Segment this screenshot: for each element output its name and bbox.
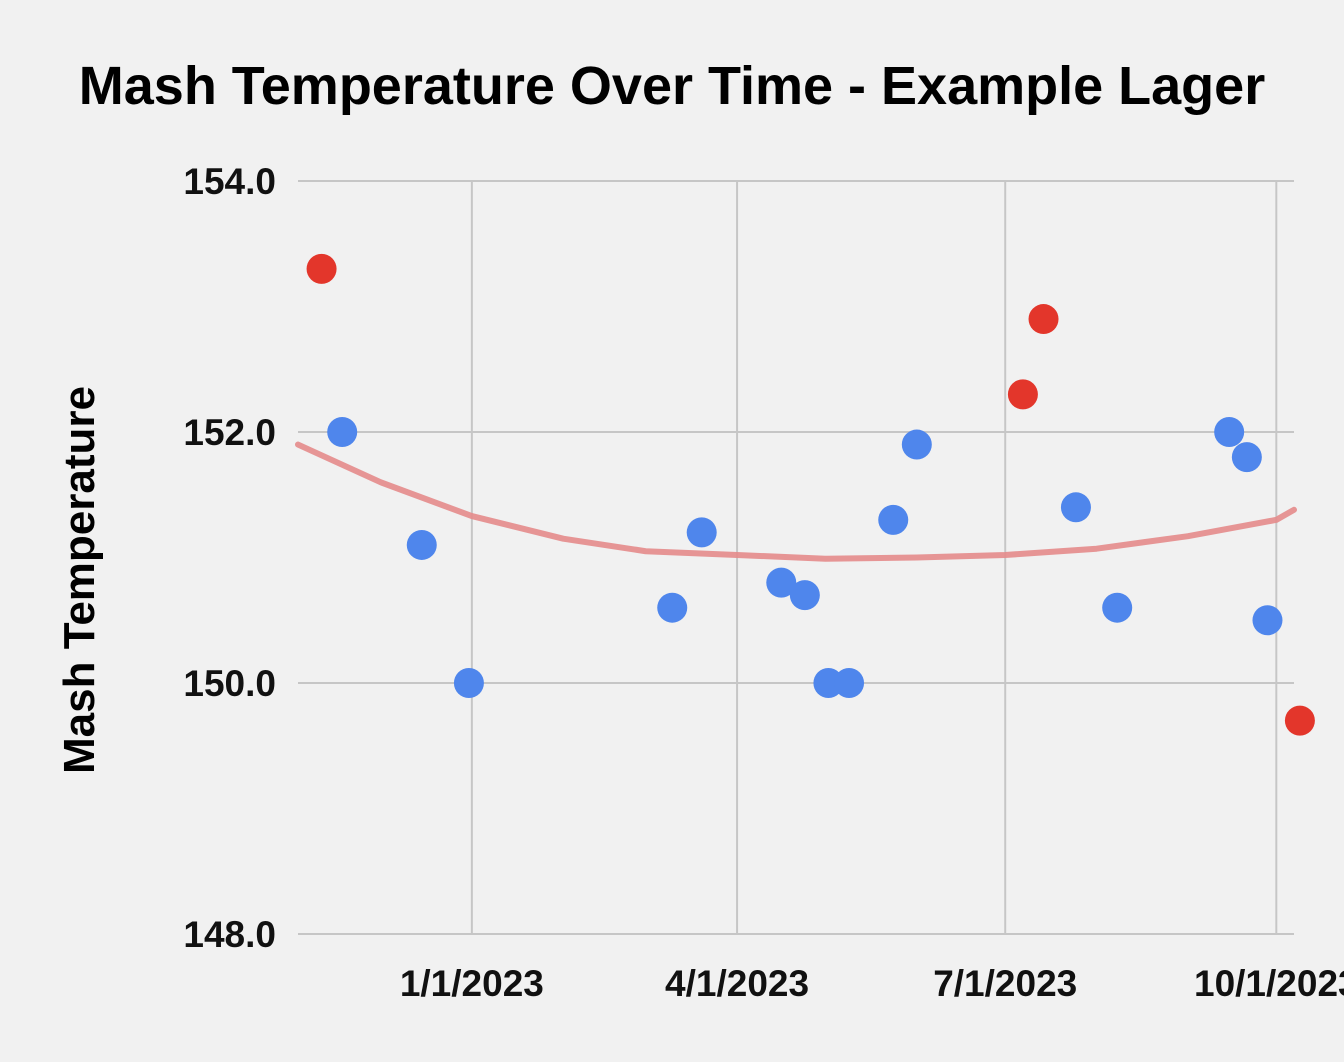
x-tick-label-3: 10/1/2023 [1194,963,1344,1004]
y-tick-label-3: 154.0 [183,161,276,202]
y-tick-label-0: 148.0 [183,914,276,955]
trendline-layer [295,441,1297,562]
data-point-17 [1231,442,1262,473]
data-point-2 [406,529,437,560]
y-axis-label: Mash Temperature [55,386,104,774]
data-point-5 [686,517,717,548]
data-point-18 [1252,605,1283,636]
outlier-point-0 [306,253,337,284]
data-point-11 [901,429,932,460]
data-point-9 [834,668,865,698]
outlier-point-12 [1007,379,1038,410]
data-point-16 [1214,417,1245,447]
data-points [306,253,1315,736]
outlier-point-19 [1284,705,1315,736]
x-tick-label-1: 4/1/2023 [665,963,809,1004]
data-point-1 [327,417,358,447]
chart-title: Mash Temperature Over Time - Example Lag… [79,56,1265,116]
data-point-4 [657,592,688,623]
data-point-6 [766,567,797,598]
data-point-10 [878,504,909,535]
trendline [295,441,1297,562]
x-tick-label-2: 7/1/2023 [933,963,1077,1004]
data-point-7 [789,580,820,611]
y-tick-label-1: 150.0 [183,663,276,704]
outlier-point-13 [1028,304,1059,335]
data-point-15 [1102,592,1133,623]
data-point-3 [453,668,484,698]
data-point-8 [813,668,844,698]
x-tick-label-0: 1/1/2023 [400,963,544,1004]
data-point-14 [1060,492,1091,523]
tick-labels: 148.0 150.0 152.0 154.0 1/1/2023 4/1/2023 7/1/… [183,161,1344,1004]
y-tick-label-2: 152.0 [183,412,276,453]
